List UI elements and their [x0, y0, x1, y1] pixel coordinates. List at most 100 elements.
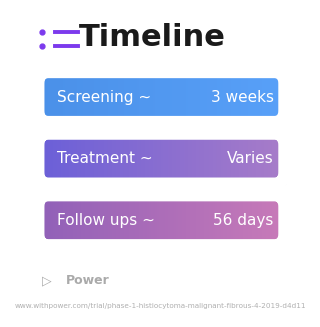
Bar [168, 133, 170, 184]
Bar [81, 133, 84, 184]
Bar [200, 72, 203, 122]
Bar [61, 72, 63, 122]
Bar [276, 195, 279, 245]
Bar [225, 133, 227, 184]
Bar [262, 72, 264, 122]
Bar [196, 133, 199, 184]
Bar [213, 133, 215, 184]
Bar [283, 195, 285, 245]
Bar [149, 133, 151, 184]
Bar [114, 72, 116, 122]
Bar [178, 133, 180, 184]
Bar [170, 72, 172, 122]
Bar [85, 72, 88, 122]
Bar [151, 72, 153, 122]
Bar [137, 133, 139, 184]
Bar [104, 72, 106, 122]
Bar [239, 195, 242, 245]
Bar [151, 133, 153, 184]
Bar [250, 72, 252, 122]
Bar [98, 72, 100, 122]
Bar [217, 133, 219, 184]
Bar [241, 72, 244, 122]
Bar [225, 195, 227, 245]
Bar [92, 195, 94, 245]
Bar [143, 133, 145, 184]
Bar [280, 195, 283, 245]
Bar [260, 195, 262, 245]
Bar [71, 195, 73, 245]
Bar [196, 72, 199, 122]
Bar [139, 195, 141, 245]
Bar [100, 72, 102, 122]
Text: Treatment ~: Treatment ~ [57, 151, 153, 166]
Bar [239, 133, 242, 184]
Bar [149, 195, 151, 245]
Bar [270, 133, 273, 184]
Bar [165, 72, 168, 122]
Bar [172, 72, 174, 122]
Bar [129, 133, 131, 184]
Bar [94, 72, 96, 122]
Bar [244, 195, 246, 245]
Bar [198, 72, 201, 122]
Bar [51, 195, 53, 245]
Bar [182, 133, 184, 184]
Bar [100, 195, 102, 245]
Bar [241, 133, 244, 184]
Bar [57, 133, 59, 184]
Bar [38, 72, 41, 122]
Bar [274, 72, 276, 122]
Bar [198, 195, 201, 245]
Bar [276, 133, 279, 184]
Bar [186, 195, 188, 245]
Bar [124, 133, 127, 184]
Bar [272, 72, 275, 122]
Bar [102, 133, 104, 184]
Bar [85, 133, 88, 184]
Bar [67, 72, 69, 122]
Bar [190, 195, 192, 245]
Bar [135, 195, 137, 245]
Bar [46, 72, 49, 122]
Bar [206, 133, 209, 184]
Bar [102, 195, 104, 245]
Bar [225, 72, 227, 122]
Bar [180, 195, 182, 245]
Bar [51, 133, 53, 184]
Bar [164, 133, 166, 184]
Bar [186, 72, 188, 122]
Bar [239, 72, 242, 122]
Bar [231, 195, 234, 245]
Bar [164, 195, 166, 245]
Bar [137, 195, 139, 245]
Bar [264, 72, 266, 122]
Bar [135, 72, 137, 122]
Bar [85, 195, 88, 245]
Bar [153, 72, 156, 122]
Bar [245, 195, 248, 245]
Bar [96, 133, 98, 184]
Bar [254, 72, 256, 122]
Bar [221, 195, 223, 245]
Bar [96, 195, 98, 245]
Bar [237, 72, 240, 122]
Bar [161, 133, 164, 184]
Bar [114, 195, 116, 245]
Bar [198, 133, 201, 184]
Bar [188, 195, 190, 245]
Bar [262, 133, 264, 184]
Bar [170, 133, 172, 184]
Bar [69, 133, 71, 184]
Bar [143, 195, 145, 245]
Bar [141, 133, 143, 184]
Bar [61, 133, 63, 184]
Bar [258, 133, 260, 184]
Bar [274, 133, 276, 184]
Bar [176, 133, 178, 184]
Bar [237, 133, 240, 184]
Bar [270, 72, 273, 122]
Bar [153, 133, 156, 184]
Bar [83, 133, 86, 184]
Bar [79, 195, 82, 245]
